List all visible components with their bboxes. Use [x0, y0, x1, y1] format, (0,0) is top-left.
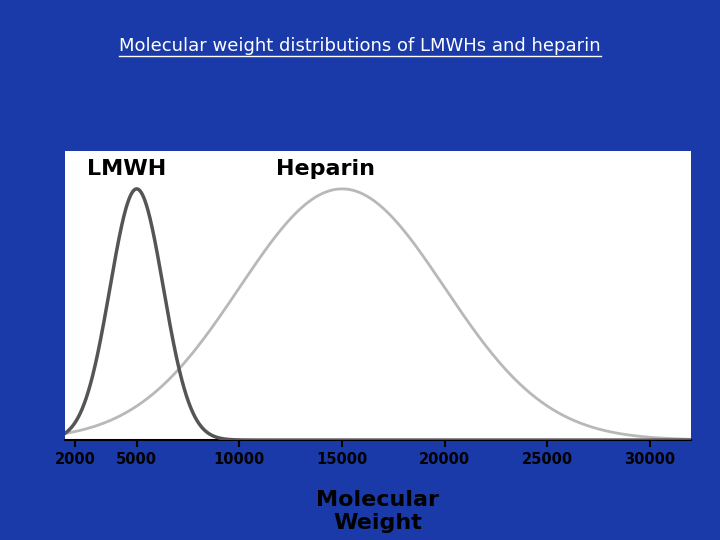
Text: Heparin: Heparin — [276, 159, 375, 179]
Text: Molecular weight distributions of LMWHs and heparin: Molecular weight distributions of LMWHs … — [120, 37, 600, 55]
Text: Weight: Weight — [333, 512, 423, 533]
Text: Molecular: Molecular — [317, 489, 439, 510]
Text: LMWH: LMWH — [87, 159, 166, 179]
